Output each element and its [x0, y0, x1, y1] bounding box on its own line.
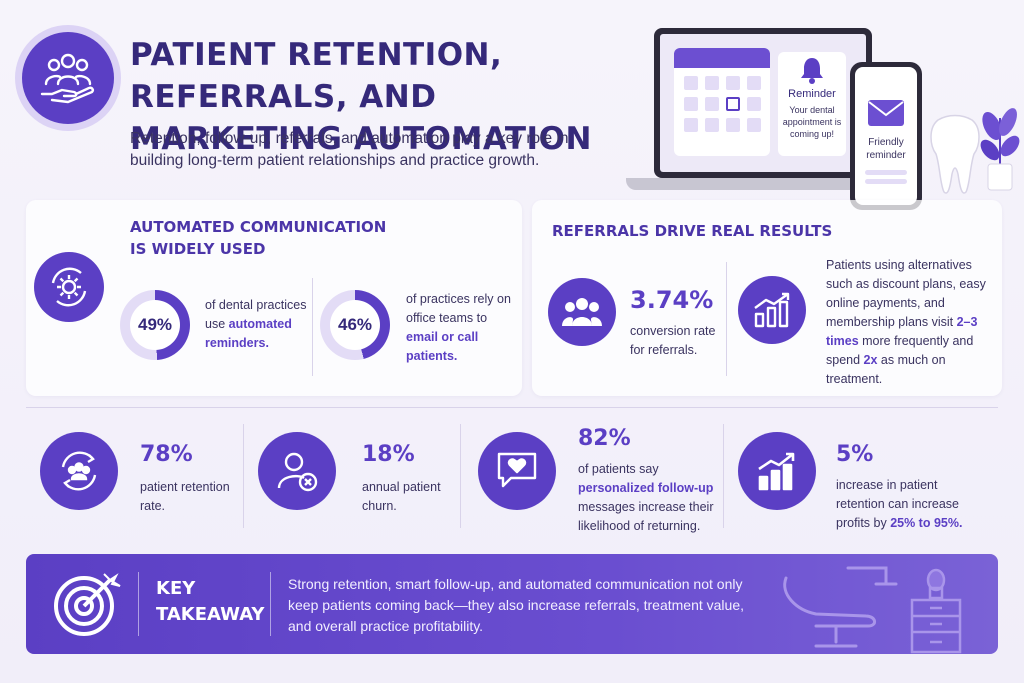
phone-illustration: Friendly reminder: [850, 62, 922, 210]
envelope-icon: [868, 100, 904, 126]
page-subtitle: Retention, follow-up, referrals, and aut…: [130, 130, 569, 169]
donut-value: 46%: [330, 300, 380, 350]
cabinet-icon: [910, 568, 962, 654]
followup-value: 82%: [578, 426, 631, 451]
alternatives-text: Patients using alternatives such as disc…: [826, 258, 986, 386]
reminder-title: Reminder: [788, 88, 836, 100]
dental-chair-icon: [783, 566, 898, 648]
automated-reminders-donut: 49%: [120, 290, 190, 360]
growth-chart-icon: [738, 276, 806, 344]
takeaway-title: KEY TAKEAWAY: [156, 578, 265, 625]
referral-conversion-text: conversion rate for referrals.: [630, 324, 716, 357]
people-icon: [548, 278, 616, 346]
email-call-donut: 46%: [320, 290, 390, 360]
banner-divider: [138, 572, 139, 636]
banner-divider-2: [270, 572, 271, 636]
chat-heart-icon: [478, 432, 556, 510]
retention-rate-value: 78%: [140, 442, 193, 467]
automated-card-title: AUTOMATED COMMUNICATION IS WIDELY USED: [130, 218, 387, 258]
bell-icon: [801, 58, 823, 84]
plant-icon: [980, 108, 1020, 191]
followup-text: of patients say personalized follow-up m…: [578, 462, 714, 533]
referral-conversion-value: 3.74%: [630, 286, 714, 314]
reminder-text: Your dental appointment is coming up!: [782, 105, 842, 139]
churn-value: 18%: [362, 442, 415, 467]
referrals-card-title: REFERRALS DRIVE REAL RESULTS: [552, 222, 833, 240]
retention-cycle-icon: [40, 432, 118, 510]
retention-logo-icon: [22, 32, 114, 124]
laptop-base: [626, 178, 900, 190]
calendar-icon: [674, 48, 770, 156]
phone-reminder-text: Friendly reminder: [866, 137, 906, 161]
email-call-text: of practices rely on office teams to ema…: [406, 292, 511, 363]
automated-communication-card: [26, 200, 522, 396]
takeaway-text: Strong retention, smart follow-up, and a…: [288, 576, 745, 634]
profit-growth-icon: [738, 432, 816, 510]
tooth-icon: [930, 114, 980, 194]
churn-text: annual patient churn.: [362, 480, 441, 513]
reminder-card: Reminder Your dental appointment is comi…: [778, 52, 846, 156]
gear-cycle-icon: [34, 252, 104, 322]
profit-value: 5%: [836, 442, 874, 467]
user-remove-icon: [258, 432, 336, 510]
page-title: PATIENT RETENTION, REFERRALS, AND MARKET…: [130, 37, 592, 157]
key-takeaway-banner: KEY TAKEAWAY Strong retention, smart fol…: [26, 554, 998, 654]
donut-value: 49%: [130, 300, 180, 350]
retention-rate-text: patient retention rate.: [140, 480, 230, 513]
target-icon: [54, 573, 121, 636]
profit-text: increase in patient retention can increa…: [836, 478, 963, 530]
automated-reminders-text: of dental practices use automated remind…: [205, 298, 307, 350]
laptop-illustration: Reminder Your dental appointment is comi…: [654, 28, 872, 178]
section-divider: [26, 407, 998, 408]
